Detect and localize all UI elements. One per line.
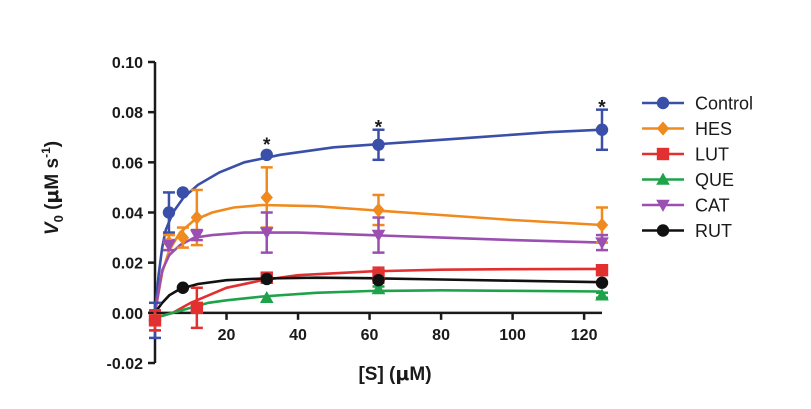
- x-tick-label: 100: [499, 327, 526, 344]
- legend-marker-cat: [656, 199, 670, 212]
- legend-label-lut: LUT: [695, 145, 729, 165]
- fit-line-rut: [153, 276, 603, 314]
- legend-marker-que: [656, 172, 670, 185]
- y-axis-title: V0 (μM s-1): [39, 141, 66, 235]
- point-control: [260, 148, 273, 162]
- legend-label-control: Control: [695, 94, 753, 114]
- point-que: [371, 282, 386, 295]
- fit-line-que: [154, 288, 603, 320]
- y-tick-label: 0.08: [112, 105, 143, 122]
- point-lut: [148, 314, 162, 327]
- point-hes: [260, 190, 273, 205]
- legend: Control HES LUT QUE CAT RUT: [642, 94, 753, 241]
- point-rut: [595, 276, 609, 289]
- legend-label-cat: CAT: [695, 196, 730, 216]
- point-lut: [595, 263, 609, 277]
- point-cat: [371, 229, 386, 242]
- point-que: [595, 288, 609, 301]
- y-ticks: -0.02 0.00 0.02 0.04 0.06 0.08 0.10: [107, 55, 155, 373]
- point-lut: [190, 301, 204, 315]
- y-tick-label: 0.04: [112, 206, 143, 223]
- point-que: [259, 290, 274, 304]
- y-tick-label: -0.02: [107, 356, 144, 373]
- legend-marker-lut: [656, 147, 670, 161]
- point-rut: [372, 274, 385, 287]
- x-tick-label: 20: [218, 327, 236, 344]
- x-tick-label: 60: [361, 327, 379, 344]
- y-tick-label: 0.02: [112, 256, 143, 273]
- legend-marker-rut: [656, 224, 670, 237]
- point-rut: [260, 272, 273, 286]
- y-tick-label: 0.10: [112, 55, 143, 72]
- point-control: [162, 206, 176, 219]
- data-points: [148, 123, 609, 328]
- point-cat: [595, 237, 609, 250]
- significance-star: *: [598, 97, 606, 118]
- x-tick-label: 120: [571, 327, 598, 344]
- significance-star: *: [375, 117, 383, 138]
- point-control: [595, 123, 609, 136]
- legend-label-rut: RUT: [695, 221, 732, 241]
- x-axis-title: [S] (μM): [358, 363, 431, 385]
- point-hes: [372, 202, 385, 218]
- point-cat: [259, 227, 274, 240]
- y-tick-label: 0.06: [112, 155, 143, 172]
- point-control: [372, 138, 385, 151]
- fit-line-cat: [153, 231, 603, 314]
- legend-marker-control: [656, 96, 670, 110]
- annotations: * * *: [263, 97, 606, 156]
- y-tick-label: 0.00: [112, 306, 143, 323]
- point-control: [176, 186, 190, 199]
- x-tick-label: 40: [289, 327, 307, 344]
- point-cat: [162, 239, 176, 252]
- legend-label-hes: HES: [695, 119, 732, 139]
- point-hes: [595, 217, 609, 233]
- point-hes: [176, 230, 190, 245]
- point-rut: [176, 281, 190, 294]
- x-tick-label: 80: [432, 327, 450, 344]
- significance-star: *: [263, 135, 271, 156]
- point-cat: [190, 229, 204, 242]
- x-ticks: 20 40 60 80 100 120: [218, 312, 598, 344]
- point-hes: [190, 210, 204, 225]
- legend-label-que: QUE: [695, 170, 734, 190]
- legend-marker-hes: [656, 121, 670, 136]
